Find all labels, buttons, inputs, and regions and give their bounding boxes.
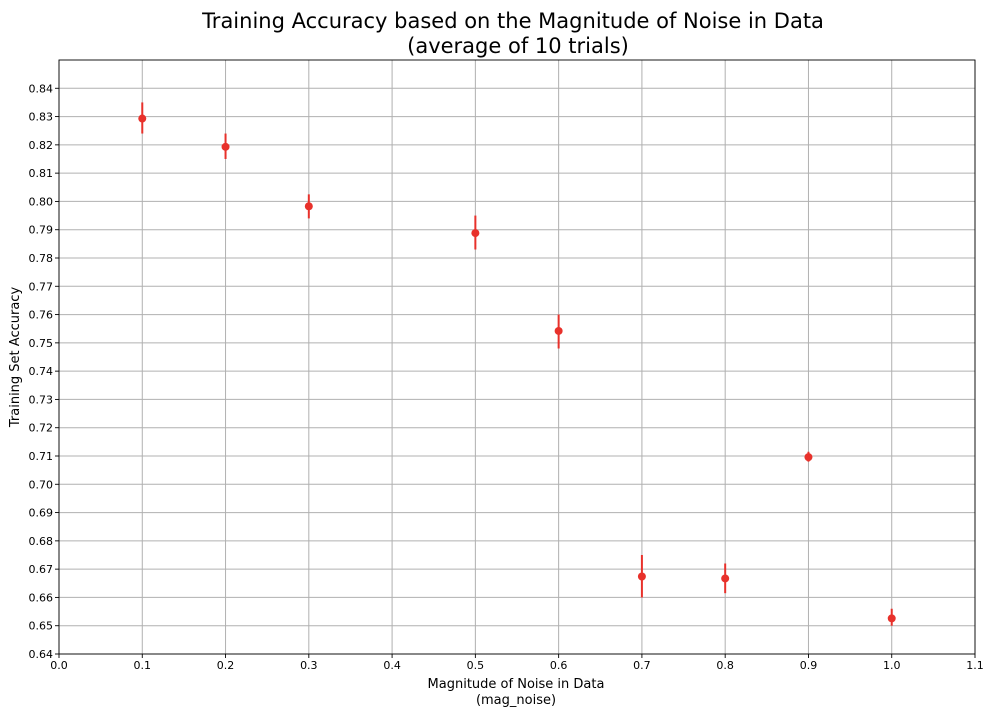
y-tick-label: 0.78 bbox=[29, 252, 54, 265]
y-tick-label: 0.82 bbox=[29, 139, 54, 152]
data-point bbox=[138, 114, 147, 123]
data-point bbox=[637, 572, 646, 581]
y-tick-label: 0.65 bbox=[29, 620, 54, 633]
y-tick-label: 0.75 bbox=[29, 337, 54, 350]
data-points bbox=[138, 102, 896, 626]
x-tick-label: 0.3 bbox=[300, 659, 318, 672]
x-tick-label: 0.4 bbox=[383, 659, 401, 672]
y-tick-label: 0.83 bbox=[29, 111, 54, 124]
x-axis-label-sub: (mag_noise) bbox=[476, 693, 556, 708]
x-tick-label: 0.5 bbox=[467, 659, 485, 672]
x-tick-label: 0.7 bbox=[633, 659, 651, 672]
x-tick-labels: 0.0 0.1 0.2 0.3 0.4 0.5 0.6 0.7 0.8 0.9 1.0 1.1 bbox=[50, 659, 984, 672]
y-tick-label: 0.74 bbox=[29, 365, 54, 378]
y-tick-label: 0.68 bbox=[29, 535, 54, 548]
y-tick-label: 0.76 bbox=[29, 309, 54, 322]
x-tick-label: 0.9 bbox=[800, 659, 818, 672]
axis-ticks bbox=[55, 87, 976, 658]
data-point bbox=[471, 229, 480, 238]
y-tick-label: 0.66 bbox=[29, 591, 54, 604]
grid-lines bbox=[58, 60, 976, 655]
y-tick-label: 0.70 bbox=[29, 478, 54, 491]
x-tick-label: 0.6 bbox=[550, 659, 568, 672]
y-tick-label: 0.81 bbox=[29, 167, 54, 180]
y-tick-label: 0.69 bbox=[29, 507, 54, 520]
data-point bbox=[721, 574, 730, 583]
plot-frame bbox=[58, 59, 976, 655]
y-tick-label: 0.67 bbox=[29, 563, 54, 576]
y-tick-label: 0.84 bbox=[29, 82, 54, 95]
x-tick-label: 0.8 bbox=[716, 659, 734, 672]
y-tick-label: 0.64 bbox=[29, 648, 54, 661]
data-point bbox=[887, 614, 896, 623]
x-axis-label: Magnitude of Noise in Data bbox=[428, 677, 605, 692]
chart-subtitle: (average of 10 trials) bbox=[407, 34, 629, 58]
y-tick-labels: 0.64 0.65 0.66 0.67 0.68 0.69 0.70 0.71 0.72 0.73… bbox=[29, 82, 54, 661]
chart-title: Training Accuracy based on the Magnitude… bbox=[201, 9, 824, 33]
data-point bbox=[554, 326, 563, 335]
y-tick-label: 0.77 bbox=[29, 280, 54, 293]
y-tick-label: 0.72 bbox=[29, 422, 54, 435]
x-tick-label: 0.1 bbox=[134, 659, 152, 672]
data-point bbox=[804, 453, 813, 462]
x-tick-label: 0.0 bbox=[50, 659, 68, 672]
data-point bbox=[221, 142, 230, 151]
x-tick-label: 0.2 bbox=[217, 659, 235, 672]
data-point bbox=[304, 202, 313, 211]
y-axis-label: Training Set Accuracy bbox=[8, 287, 23, 429]
x-tick-label: 1.1 bbox=[966, 659, 984, 672]
x-tick-label: 1.0 bbox=[883, 659, 901, 672]
y-tick-label: 0.80 bbox=[29, 195, 54, 208]
y-tick-label: 0.79 bbox=[29, 224, 54, 237]
y-tick-label: 0.71 bbox=[29, 450, 54, 463]
y-tick-label: 0.73 bbox=[29, 393, 54, 406]
